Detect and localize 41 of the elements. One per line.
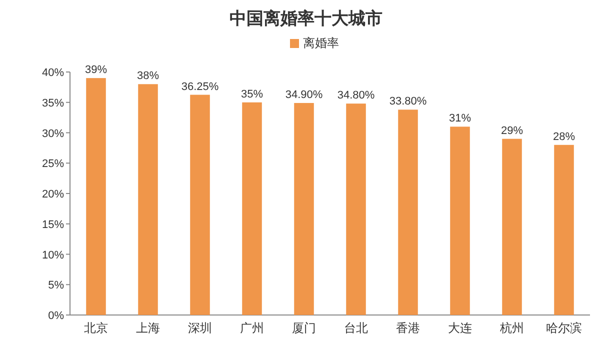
y-tick-label: 25% — [42, 158, 64, 170]
y-tick-label: 40% — [42, 67, 64, 79]
x-tick-label: 北京 — [84, 321, 108, 335]
y-tick-label: 10% — [42, 249, 64, 262]
x-tick-label: 厦门 — [292, 321, 316, 335]
chart-title: 中国离婚率十大城市 — [230, 9, 382, 28]
y-tick-label: 20% — [42, 188, 64, 200]
y-tick-label: 35% — [42, 97, 64, 110]
bar — [190, 94, 210, 315]
x-tick-label: 广州 — [240, 321, 264, 335]
data-label: 31% — [448, 112, 472, 125]
bar — [346, 104, 366, 315]
data-label: 34.80% — [337, 90, 375, 102]
data-label: 28% — [552, 130, 576, 143]
bar — [502, 138, 522, 315]
x-tick-label: 大连 — [448, 321, 472, 335]
bar — [138, 84, 158, 315]
data-label: 29% — [500, 124, 524, 137]
data-label: 33.80% — [389, 96, 427, 108]
x-tick-label: 香港 — [396, 321, 420, 335]
bar — [398, 110, 418, 315]
x-tick-label: 杭州 — [499, 321, 524, 335]
data-label: 36.25% — [181, 80, 219, 93]
bar — [450, 126, 470, 315]
x-tick-label: 深圳 — [188, 321, 212, 335]
data-label: 38% — [136, 70, 160, 82]
bar — [86, 78, 106, 315]
x-tick-label: 哈尔滨 — [546, 321, 582, 335]
y-tick-label: 0% — [48, 310, 64, 322]
y-tick-label: 30% — [42, 128, 64, 140]
data-label: 39% — [84, 64, 108, 76]
x-tick-label: 台北 — [344, 321, 368, 335]
bar — [294, 102, 314, 315]
bar — [242, 102, 262, 315]
y-tick-label: 5% — [48, 280, 64, 292]
legend-label: 离婚率 — [303, 36, 339, 50]
data-label: 34.90% — [285, 88, 323, 101]
data-label: 35% — [240, 88, 264, 100]
bar — [554, 144, 574, 315]
x-tick-label: 上海 — [136, 321, 160, 335]
y-tick-label: 15% — [42, 218, 64, 231]
